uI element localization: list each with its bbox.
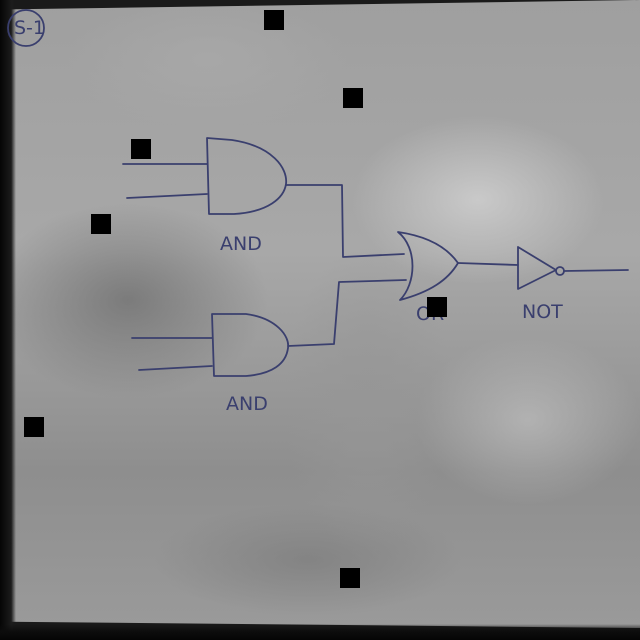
noise-square	[24, 417, 44, 437]
noise-square	[340, 568, 360, 588]
corner-mark-text: S-1	[14, 17, 45, 39]
paper-left-shadow	[0, 0, 16, 640]
not-label: NOT	[522, 301, 563, 323]
and2-input-b-wire	[138, 365, 213, 371]
and2-body	[211, 313, 289, 377]
output-wire	[563, 269, 629, 272]
or-body	[397, 231, 459, 301]
not-bubble	[555, 266, 565, 276]
noise-square	[427, 297, 447, 317]
and2-label: AND	[226, 393, 268, 415]
noise-square	[131, 139, 151, 159]
wire-or-to-not	[457, 262, 519, 266]
wire-and2-to-or	[287, 279, 407, 347]
and1-input-b-wire	[126, 193, 208, 199]
noise-square	[264, 10, 284, 30]
paper-sheet	[8, 0, 640, 628]
noise-square	[91, 214, 111, 234]
wire-and1-to-or	[285, 184, 405, 258]
noise-square	[343, 88, 363, 108]
and1-label: AND	[220, 233, 262, 255]
and-gate-1: AND	[122, 137, 287, 255]
and1-body	[206, 137, 287, 215]
not-body	[517, 246, 557, 290]
not-gate: NOT	[517, 246, 629, 323]
and-gate-2: AND	[131, 313, 289, 415]
corner-mark: S-1	[7, 9, 45, 47]
paper-bottom-shadow	[0, 624, 640, 640]
